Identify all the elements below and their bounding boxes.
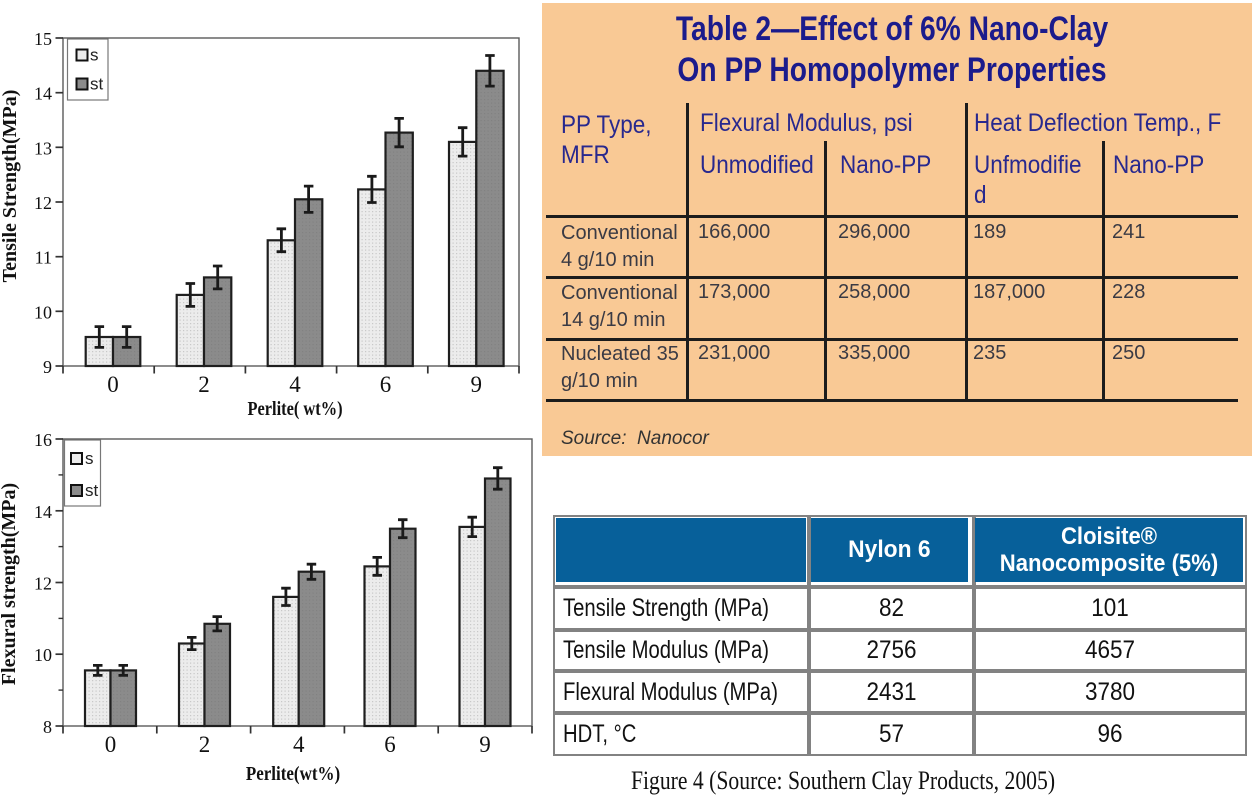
svg-text:11: 11 (35, 248, 52, 268)
svg-text:2: 2 (198, 372, 210, 397)
svg-text:st: st (90, 75, 104, 94)
svg-text:0: 0 (105, 732, 117, 757)
svg-text:8: 8 (43, 717, 52, 737)
svg-text:10: 10 (34, 645, 52, 665)
svg-text:6: 6 (384, 732, 396, 757)
svg-text:6: 6 (380, 372, 392, 397)
svg-text:14: 14 (34, 502, 52, 522)
svg-text:0: 0 (107, 372, 119, 397)
svg-text:9: 9 (471, 372, 483, 397)
svg-text:Perlite(wt%): Perlite(wt%) (246, 763, 340, 786)
svg-text:13: 13 (34, 138, 52, 158)
svg-text:st: st (85, 481, 99, 500)
svg-text:s: s (85, 449, 94, 468)
svg-text:10: 10 (34, 302, 52, 322)
svg-text:Perlite( wt%): Perlite( wt%) (247, 398, 342, 420)
svg-text:9: 9 (479, 732, 491, 757)
svg-text:2: 2 (199, 732, 211, 757)
svg-text:12: 12 (34, 574, 52, 594)
svg-text:s: s (90, 46, 99, 65)
svg-text:15: 15 (34, 29, 52, 49)
svg-text:16: 16 (34, 430, 52, 450)
svg-text:Flexural strength(MPa): Flexural strength(MPa) (0, 483, 20, 685)
svg-text:4: 4 (289, 372, 301, 397)
svg-text:12: 12 (34, 193, 52, 213)
svg-text:14: 14 (34, 84, 52, 104)
svg-text:9: 9 (43, 357, 52, 377)
svg-text:4: 4 (293, 732, 305, 757)
svg-text:Tensile Strength(MPa): Tensile Strength(MPa) (0, 90, 21, 283)
